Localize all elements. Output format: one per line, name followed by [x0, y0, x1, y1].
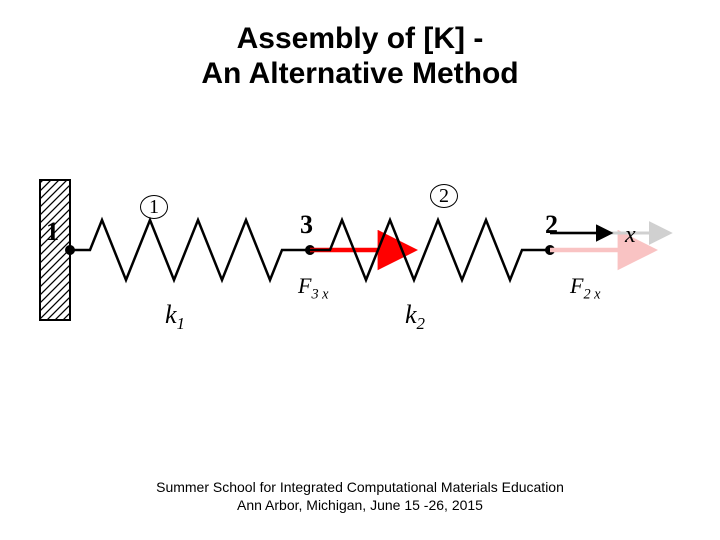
node-3-label: 3 [300, 210, 313, 240]
node-2-label: 2 [545, 210, 558, 240]
title-line-1: Assembly of [K] - [237, 22, 484, 55]
slide: Assembly of [K] - An Alternative Method [0, 0, 720, 540]
k2-label: k2 [405, 300, 425, 334]
spring-diagram [20, 155, 700, 375]
footer-line-2: Ann Arbor, Michigan, June 15 -26, 2015 [237, 497, 483, 513]
F2x-label: F2 x [570, 273, 601, 303]
element-1-circle: 1 [140, 195, 168, 219]
k1-label: k1 [165, 300, 185, 334]
F3x-label: F3 x [298, 273, 329, 303]
element-2-circle: 2 [430, 184, 458, 208]
spring-1 [70, 220, 310, 280]
title-line-2: An Alternative Method [201, 57, 518, 90]
node-1-label: 1 [46, 217, 59, 247]
element-2-label: 2 [439, 185, 449, 207]
x-axis-label: x [625, 222, 636, 249]
slide-title: Assembly of [K] - An Alternative Method [0, 22, 720, 91]
slide-footer: Summer School for Integrated Computation… [0, 479, 720, 514]
element-1-label: 1 [149, 196, 159, 218]
footer-line-1: Summer School for Integrated Computation… [156, 479, 564, 495]
